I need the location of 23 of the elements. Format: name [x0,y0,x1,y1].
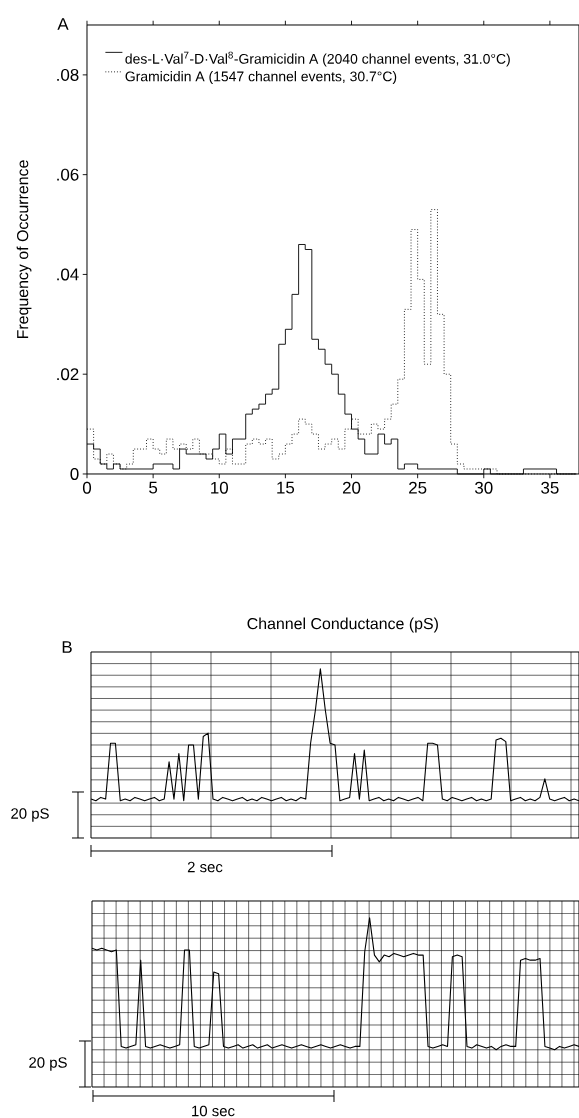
x-tick-label: 25 [409,481,427,494]
x-tick-label: 20 [342,481,361,494]
legend-label: des-L·Val$^{7}$-D·Val$^{8}$-Gramicidin A (2040 channel events, 31.0°C) [125,51,510,67]
y-tick-label: 0 [70,467,79,480]
y-tick-label: .04 [57,268,79,281]
x-tick-label: 30 [475,481,493,494]
legend-label: Gramicidin A (1547 channel events, 30.7°C) [125,71,397,85]
x-tick-label: 10 [211,481,229,494]
text: 20 pS [11,808,49,822]
y-axis-title: Frequency of Occurrence [16,160,32,339]
y-tick-label: .02 [57,368,79,381]
x-axis-title: Channel Conductance (pS) [247,617,438,633]
text: A [57,18,69,30]
y-tick-label: .08 [57,68,79,81]
text: 10 sec [192,1105,235,1117]
y-tick-label: .06 [57,168,79,181]
x-tick-label: 0 [82,481,92,494]
text: B [62,641,72,653]
text: 20 pS [29,1057,67,1071]
x-tick-label: 15 [277,481,295,494]
x-tick-label: 35 [541,481,559,494]
x-tick-label: 5 [149,481,158,494]
text: 2 sec [187,861,223,873]
